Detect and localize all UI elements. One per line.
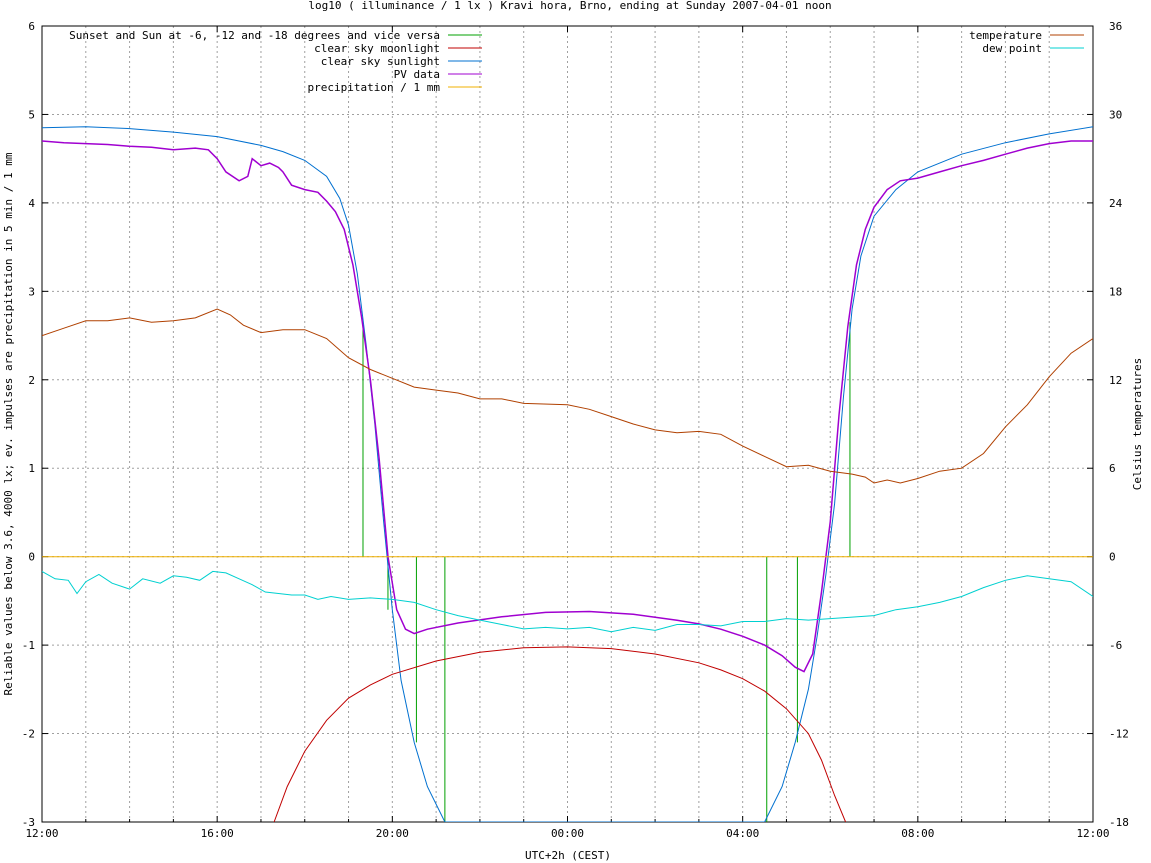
series-line-clear-sky-moonlight xyxy=(273,646,847,822)
x-tick-label: 04:00 xyxy=(726,827,759,840)
x-tick-label: 12:00 xyxy=(1076,827,1109,840)
y-tick-label: -1 xyxy=(22,639,35,652)
x-tick-label: 20:00 xyxy=(376,827,409,840)
axis-ticks: 12:00 16:00 20:00 00:00 04:00 08:00 12:00-3-2-… xyxy=(22,20,1129,840)
series-line-dew-point xyxy=(42,570,1093,633)
y2-tick-label: 18 xyxy=(1109,285,1122,298)
y2-tick-label: 6 xyxy=(1109,462,1116,475)
series-line-temperature xyxy=(42,308,1093,484)
x-axis-label: UTC+2h (CEST) xyxy=(525,849,611,862)
x-tick-label: 08:00 xyxy=(901,827,934,840)
y2-tick-label: 30 xyxy=(1109,108,1122,121)
legend-label: Sunset and Sun at -6, -12 and -18 degree… xyxy=(69,29,440,42)
legend-label: PV data xyxy=(394,68,440,81)
y2-tick-label: 0 xyxy=(1109,551,1116,564)
chart-title: log10 ( illuminance / 1 lx ) Kravi hora,… xyxy=(308,0,831,12)
y-tick-label: 5 xyxy=(28,108,35,121)
y-tick-label: -2 xyxy=(22,728,35,741)
y2-tick-label: 12 xyxy=(1109,374,1122,387)
legend: Sunset and Sun at -6, -12 and -18 degree… xyxy=(69,29,1084,94)
y2-tick-label: -18 xyxy=(1109,816,1129,829)
legend-label: temperature xyxy=(969,29,1042,42)
y-tick-label: 1 xyxy=(28,462,35,475)
legend-label: clear sky moonlight xyxy=(314,42,440,55)
y-tick-label: 4 xyxy=(28,197,35,210)
x-tick-label: 00:00 xyxy=(551,827,584,840)
y2-tick-label: 24 xyxy=(1109,197,1123,210)
y-tick-label: 2 xyxy=(28,374,35,387)
y-tick-label: 3 xyxy=(28,285,35,298)
x-tick-label: 12:00 xyxy=(25,827,58,840)
y2-tick-label: -12 xyxy=(1109,728,1129,741)
y2-tick-label: -6 xyxy=(1109,639,1122,652)
y-tick-label: 0 xyxy=(28,551,35,564)
y-axis-label: Reliable values below 3.6, 4000 lx; ev. … xyxy=(2,152,15,695)
y-tick-label: -3 xyxy=(22,816,35,829)
x-tick-label: 16:00 xyxy=(201,827,234,840)
legend-label: precipitation / 1 mm xyxy=(308,81,441,94)
grid-lines xyxy=(42,26,1093,822)
y-tick-label: 6 xyxy=(28,20,35,33)
legend-label: dew point xyxy=(982,42,1042,55)
series-lines xyxy=(42,126,1093,822)
series-line-pv-data xyxy=(42,140,1093,673)
legend-label: clear sky sunlight xyxy=(321,55,440,68)
y2-tick-label: 36 xyxy=(1109,20,1122,33)
series-line-clear-sky-sunlight xyxy=(42,126,1093,822)
y2-axis-label: Celsius temperatures xyxy=(1131,358,1144,490)
